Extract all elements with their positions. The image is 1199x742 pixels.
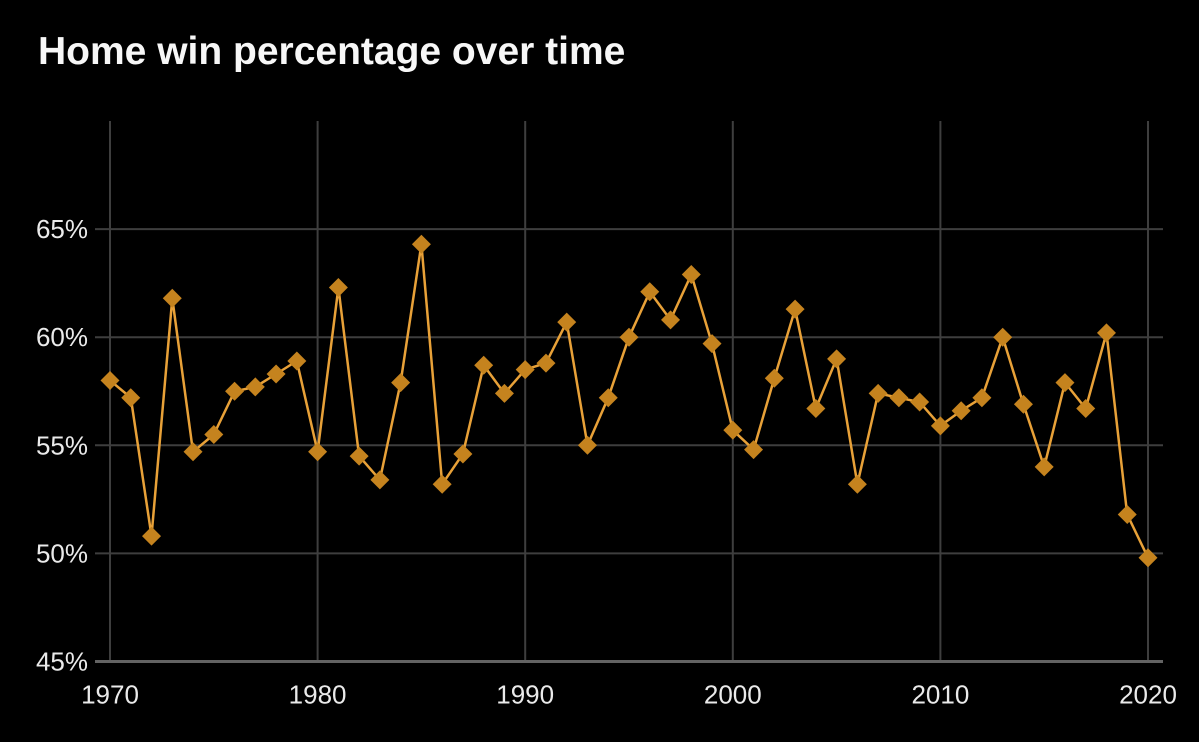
data-point <box>515 360 535 380</box>
data-point <box>993 327 1013 347</box>
data-point <box>1096 323 1116 343</box>
data-point <box>681 265 701 285</box>
data-point <box>640 282 660 302</box>
data-point <box>1076 399 1096 419</box>
data-point <box>328 277 348 297</box>
data-point <box>806 399 826 419</box>
data-point <box>474 355 494 375</box>
data-point <box>162 288 182 308</box>
data-point <box>266 364 286 384</box>
data-point <box>889 388 909 408</box>
data-point <box>702 334 722 354</box>
data-point <box>661 310 681 330</box>
x-axis-tick-label: 2010 <box>911 680 969 710</box>
data-point <box>951 401 971 421</box>
data-point <box>225 381 245 401</box>
chart-title: Home win percentage over time <box>38 30 626 73</box>
data-point <box>536 353 556 373</box>
y-axis-tick-label: 65% <box>36 214 88 244</box>
data-point <box>868 383 888 403</box>
data-point <box>744 440 764 460</box>
data-point <box>1117 504 1137 524</box>
x-axis-tick-label: 1970 <box>81 680 139 710</box>
data-point <box>100 370 120 390</box>
data-line <box>108 242 1150 559</box>
x-axis-tick-label: 2000 <box>704 680 762 710</box>
y-axis-tick-label: 50% <box>36 538 88 568</box>
data-point <box>557 312 577 332</box>
y-axis-tick-label: 55% <box>36 430 88 460</box>
data-point <box>847 474 867 494</box>
data-point <box>577 435 597 455</box>
data-point <box>827 349 847 369</box>
data-point <box>930 416 950 436</box>
data-point <box>142 526 162 546</box>
data-point <box>308 442 328 462</box>
y-axis-tick-label: 45% <box>36 647 88 677</box>
data-point <box>910 392 930 412</box>
data-point <box>453 444 473 464</box>
data-point <box>619 327 639 347</box>
data-point <box>121 388 141 408</box>
y-axis-tick-label: 60% <box>36 322 88 352</box>
data-point <box>204 424 224 444</box>
x-axis-tick-label: 1980 <box>289 680 347 710</box>
data-point <box>183 442 203 462</box>
data-point <box>287 351 307 371</box>
data-point <box>1138 548 1158 568</box>
data-point <box>349 446 369 466</box>
data-point <box>972 388 992 408</box>
data-point <box>1013 394 1033 414</box>
data-point <box>391 373 411 393</box>
data-point <box>432 474 452 494</box>
data-point <box>494 383 514 403</box>
data-point <box>370 470 390 490</box>
data-point <box>1034 457 1054 477</box>
data-point <box>1055 373 1075 393</box>
data-point <box>723 420 743 440</box>
data-point <box>764 368 784 388</box>
data-point <box>411 234 431 254</box>
data-point <box>245 377 265 397</box>
data-point <box>785 299 805 319</box>
data-point <box>598 388 618 408</box>
x-axis-tick-label: 2020 <box>1119 680 1177 710</box>
x-axis-tick-label: 1990 <box>496 680 554 710</box>
